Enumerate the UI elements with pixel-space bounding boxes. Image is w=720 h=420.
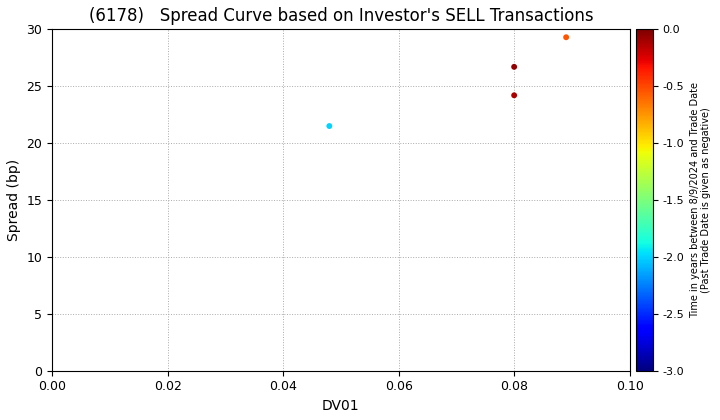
Point — [323, 123, 335, 129]
Y-axis label: Time in years between 8/9/2024 and Trade Date
(Past Trade Date is given as negat: Time in years between 8/9/2024 and Trade… — [690, 82, 711, 318]
Title: (6178)   Spread Curve based on Investor's SELL Transactions: (6178) Spread Curve based on Investor's … — [89, 7, 593, 25]
Y-axis label: Spread (bp): Spread (bp) — [7, 159, 21, 241]
X-axis label: DV01: DV01 — [322, 399, 360, 413]
Point — [508, 92, 520, 99]
Point — [508, 63, 520, 70]
Point — [560, 34, 572, 41]
